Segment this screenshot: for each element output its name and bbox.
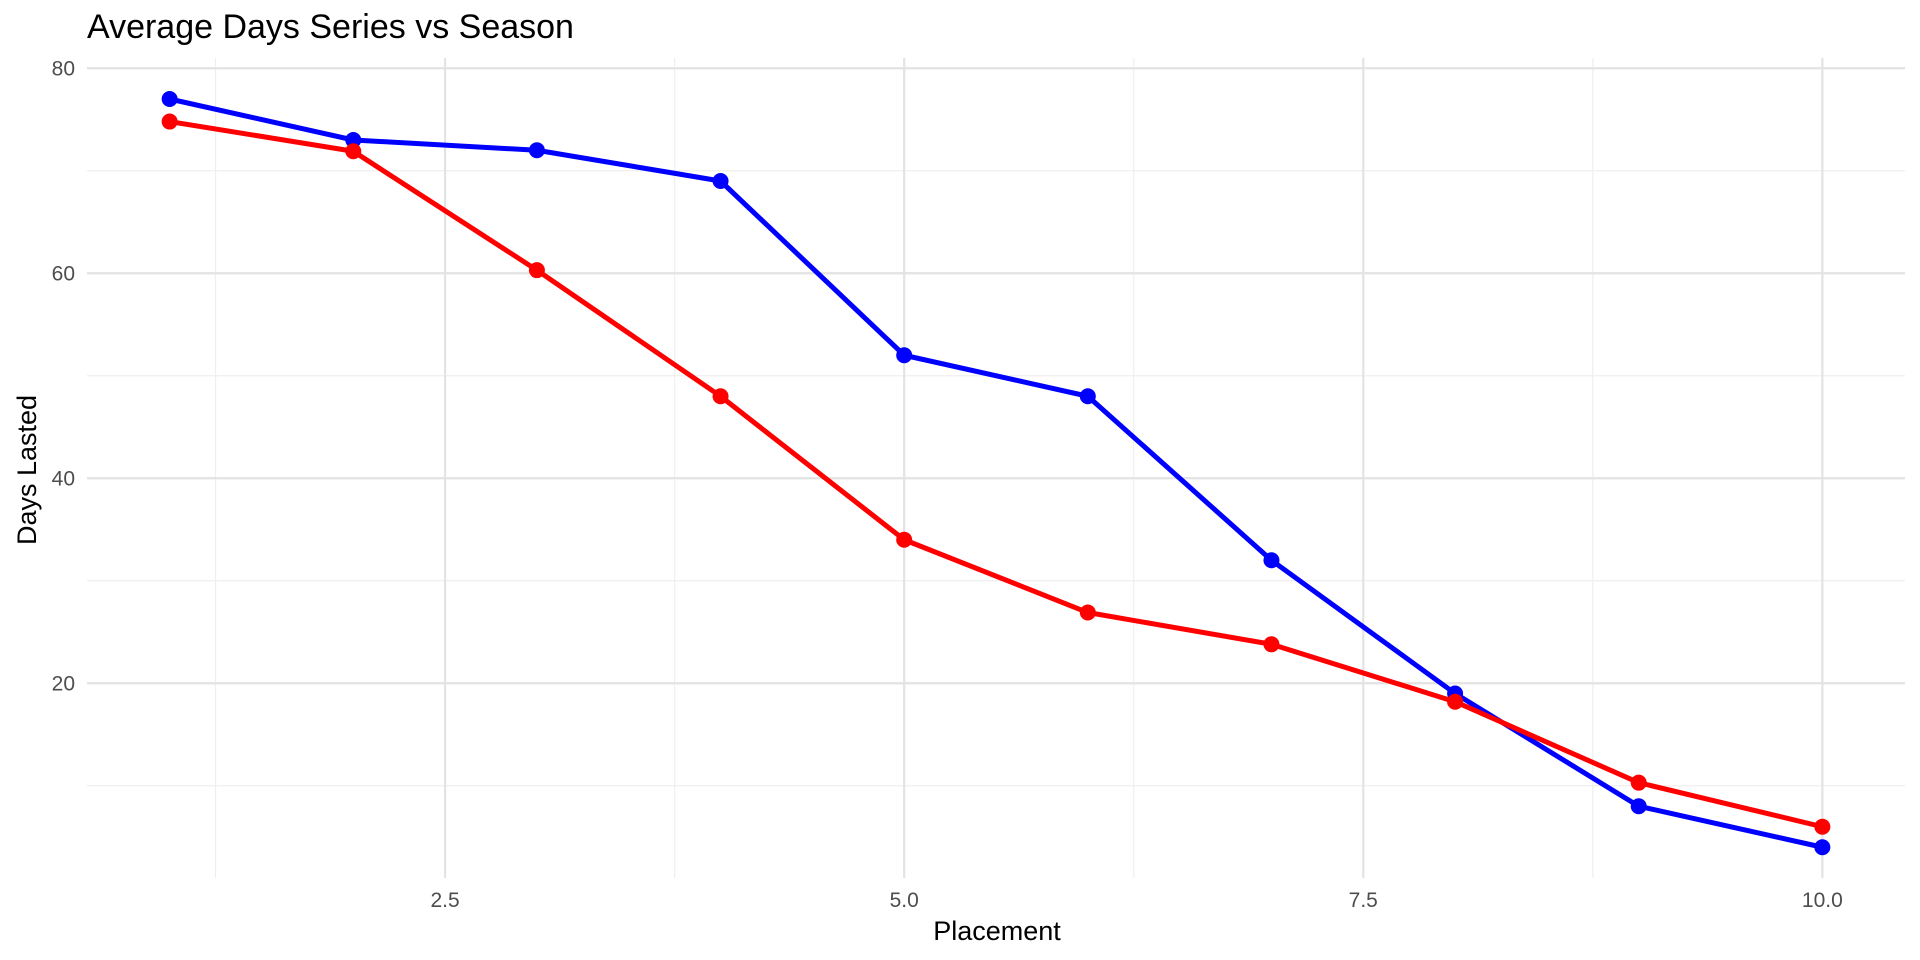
data-point — [528, 142, 545, 159]
data-point — [345, 143, 362, 160]
x-tick-label: 7.5 — [1349, 889, 1378, 912]
data-point — [161, 91, 178, 107]
series-1 — [161, 91, 1831, 856]
data-point — [1079, 604, 1096, 621]
data-point — [1079, 388, 1096, 405]
y-tick-label: 20 — [52, 672, 75, 695]
data-point — [896, 531, 913, 548]
y-tick-label: 60 — [52, 262, 75, 285]
series-line — [167, 119, 1825, 830]
grid — [87, 58, 1905, 878]
tick-labels: 20 40 60 80 2.5 5.0 7.5 10.0 — [52, 57, 1843, 912]
data-point — [712, 173, 729, 189]
data-point — [1263, 552, 1280, 569]
data-point — [1263, 636, 1280, 653]
data-point — [345, 132, 362, 148]
data-point — [1814, 818, 1831, 835]
data-point — [1447, 693, 1464, 710]
y-tick-label: 40 — [52, 467, 75, 490]
chart-title: Average Days Series vs Season — [87, 8, 574, 46]
x-tick-label: 10.0 — [1802, 889, 1843, 912]
series-layer — [161, 91, 1831, 856]
data-point — [161, 113, 178, 130]
data-point — [528, 262, 545, 279]
data-point — [896, 347, 913, 364]
x-tick-label: 5.0 — [890, 889, 919, 912]
x-axis-title: Placement — [933, 916, 1061, 946]
data-point — [712, 388, 729, 405]
series-line — [167, 96, 1825, 850]
x-tick-label: 2.5 — [430, 889, 459, 912]
data-point — [1630, 798, 1647, 815]
data-point — [1814, 839, 1831, 856]
y-axis-title: Days Lasted — [12, 395, 42, 545]
data-point — [1630, 774, 1647, 791]
series-2 — [161, 113, 1831, 835]
y-tick-label: 80 — [52, 57, 75, 80]
